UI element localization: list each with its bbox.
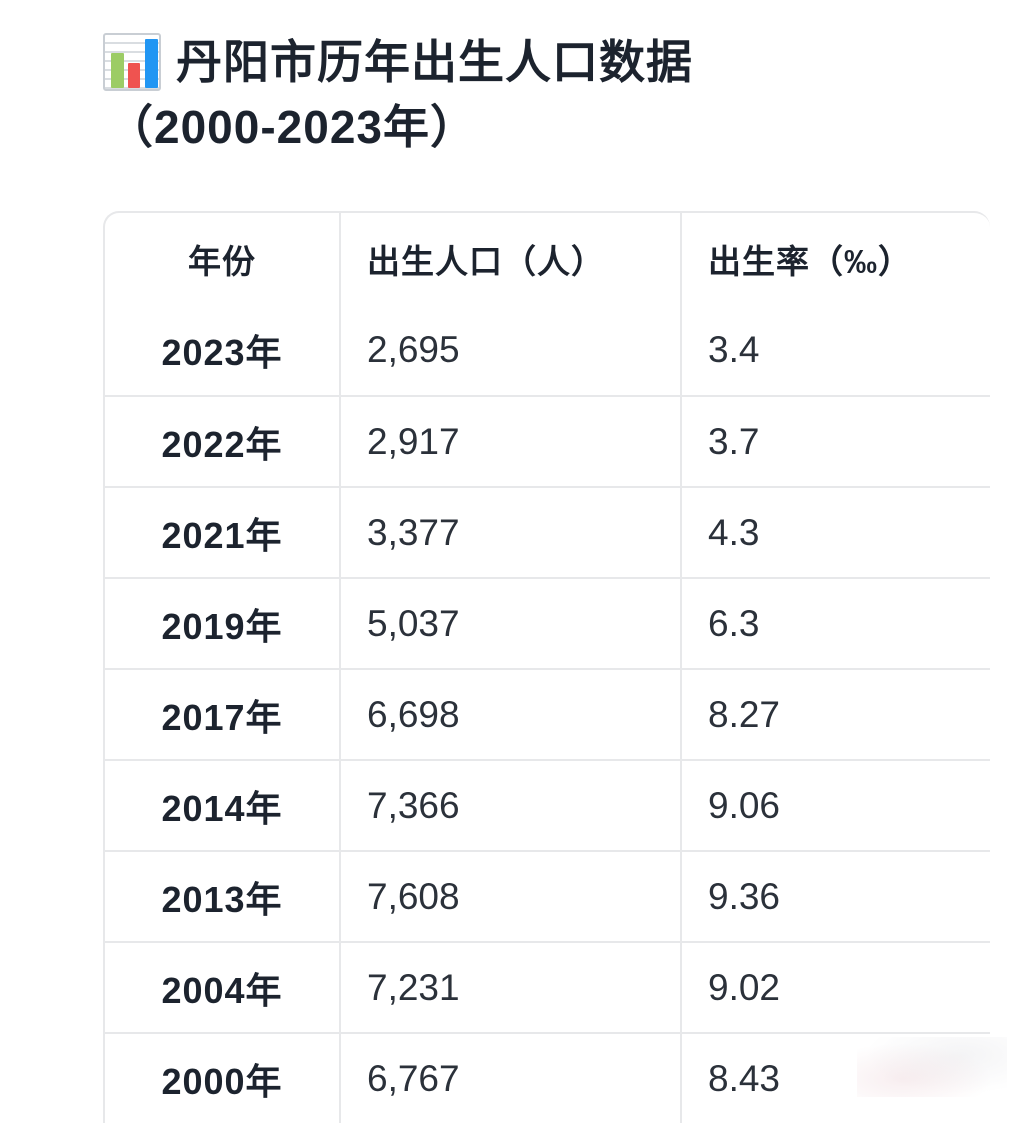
year-cell: 2023年: [161, 331, 283, 373]
icon-bar-red: [128, 63, 140, 88]
title-line-1: 丹阳市历年出生人口数据: [103, 30, 983, 94]
year-cell: 2013年: [161, 878, 283, 920]
rate-cell: 3.7: [680, 397, 990, 486]
table-row: 2000年 6,767 8.43: [105, 1032, 990, 1123]
icon-bar-blue: [145, 39, 158, 88]
birth-data-table: 年份 出生人口（人） 出生率（‰） 2023年 2,695 3.4 2022年 2,91…: [103, 211, 990, 1123]
births-cell: 6,698: [339, 670, 680, 759]
rate-cell: 8.27: [680, 670, 990, 759]
year-cell: 2000年: [161, 1060, 283, 1102]
table-row: 2014年 7,366 9.06: [105, 759, 990, 850]
header-rate: 出生率（‰）: [680, 213, 990, 304]
title-subtitle: （2000-2023年）: [107, 101, 477, 153]
rate-cell: 9.06: [680, 761, 990, 850]
icon-bar-green: [111, 53, 124, 88]
title-text: 丹阳市历年出生人口数据: [176, 36, 693, 88]
births-cell: 6,767: [339, 1034, 680, 1123]
rate-cell: 6.3: [680, 579, 990, 668]
year-cell: 2004年: [161, 969, 283, 1011]
rate-cell: 9.36: [680, 852, 990, 941]
births-cell: 5,037: [339, 579, 680, 668]
rate-cell: 3.4: [680, 304, 990, 395]
table-row: 2013年 7,608 9.36: [105, 850, 990, 941]
table-row: 2022年 2,917 3.7: [105, 395, 990, 486]
table-row: 2023年 2,695 3.4: [105, 304, 990, 395]
rate-cell: 4.3: [680, 488, 990, 577]
rate-cell: 9.02: [680, 943, 990, 1032]
table-header-row: 年份 出生人口（人） 出生率（‰）: [105, 213, 990, 304]
births-cell: 7,608: [339, 852, 680, 941]
table-body: 2023年 2,695 3.4 2022年 2,917 3.7 2021年 3,377 4.3 2…: [105, 304, 990, 1123]
year-cell: 2021年: [161, 514, 283, 556]
table-row: 2019年 5,037 6.3: [105, 577, 990, 668]
table-row: 2004年 7,231 9.02: [105, 941, 990, 1032]
births-cell: 2,695: [339, 304, 680, 395]
header-births: 出生人口（人）: [339, 213, 680, 304]
births-cell: 2,917: [339, 397, 680, 486]
table-row: 2017年 6,698 8.27: [105, 668, 990, 759]
births-cell: 7,231: [339, 943, 680, 1032]
table-row: 2021年 3,377 4.3: [105, 486, 990, 577]
rate-cell: 8.43: [680, 1034, 990, 1123]
year-cell: 2019年: [161, 605, 283, 647]
year-cell: 2014年: [161, 787, 283, 829]
page-title: 丹阳市历年出生人口数据 （2000-2023年）: [103, 30, 983, 159]
year-cell: 2017年: [161, 696, 283, 738]
births-cell: 3,377: [339, 488, 680, 577]
bar-chart-icon: [103, 33, 161, 91]
births-cell: 7,366: [339, 761, 680, 850]
year-cell: 2022年: [161, 423, 283, 465]
header-year: 年份: [188, 242, 256, 280]
